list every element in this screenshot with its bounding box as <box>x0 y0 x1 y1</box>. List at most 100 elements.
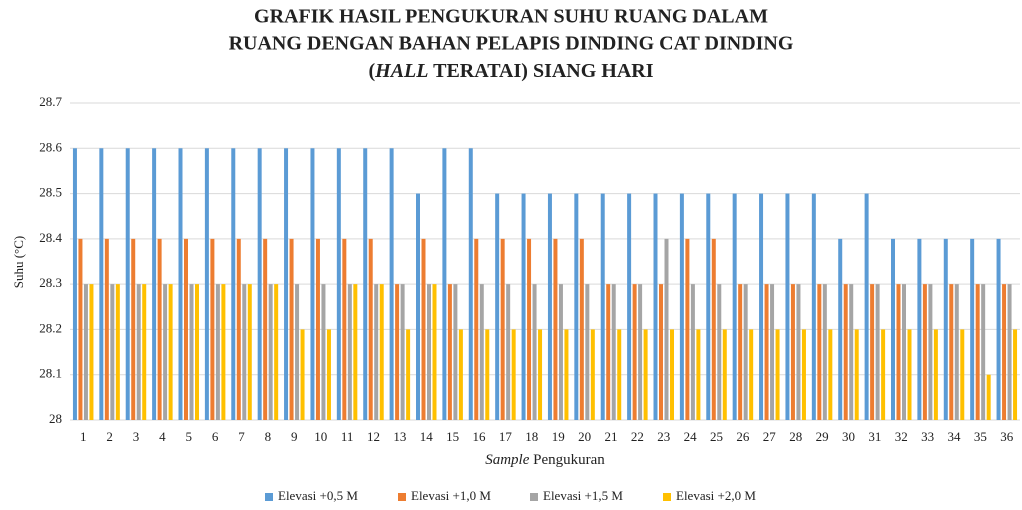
bar <box>653 193 658 420</box>
bar <box>189 284 194 420</box>
x-tick-label: 1 <box>80 429 87 444</box>
bar <box>274 284 279 420</box>
legend-label: Elevasi +0,5 M <box>278 488 358 503</box>
x-label-part: Sample <box>485 452 530 468</box>
bar <box>204 148 209 421</box>
legend-swatch <box>398 493 406 501</box>
bar <box>770 284 775 420</box>
legend-label: Elevasi +1,5 M <box>543 488 623 503</box>
bar <box>406 329 411 420</box>
bar <box>89 284 94 420</box>
bar <box>300 329 305 420</box>
bar <box>215 284 220 420</box>
bar <box>374 284 379 420</box>
bar <box>854 329 859 420</box>
bar <box>500 238 505 420</box>
bar <box>184 238 188 420</box>
bar <box>975 284 980 420</box>
bar <box>711 238 716 420</box>
x-tick-label: 29 <box>816 429 829 444</box>
bar <box>263 238 268 420</box>
bar <box>110 284 115 420</box>
bar <box>1007 284 1012 420</box>
bar <box>775 329 780 420</box>
bar <box>996 238 1001 420</box>
x-tick-label: 14 <box>420 429 434 444</box>
x-tick-label: 8 <box>265 429 272 444</box>
bar <box>685 238 690 420</box>
bar <box>960 329 965 420</box>
bar <box>342 238 347 420</box>
bar <box>257 148 262 421</box>
bar <box>427 284 431 420</box>
bar <box>447 284 452 420</box>
x-label-part: Pengukuran <box>529 452 605 468</box>
bar <box>843 284 848 420</box>
bar <box>115 284 120 420</box>
bar <box>617 329 622 420</box>
bar <box>468 148 473 421</box>
bar <box>527 238 532 420</box>
bar <box>891 238 895 420</box>
title-part: ( <box>368 60 375 82</box>
x-tick-label: 28 <box>789 429 802 444</box>
x-tick-label: 17 <box>499 429 513 444</box>
legend-swatch <box>530 493 538 501</box>
bar <box>822 284 827 420</box>
bar <box>864 193 869 420</box>
x-axis-label: Sample Pengukuran <box>485 452 605 468</box>
x-tick-label: 18 <box>525 429 538 444</box>
bar <box>817 284 822 420</box>
bar <box>421 238 426 420</box>
bar <box>321 284 326 420</box>
bar <box>242 284 247 420</box>
bar <box>922 284 927 420</box>
x-tick-label: 35 <box>974 429 987 444</box>
x-tick-label: 9 <box>291 429 298 444</box>
y-tick-label: 28 <box>49 411 62 426</box>
bar <box>611 284 616 420</box>
bar <box>72 148 77 421</box>
bar <box>564 329 569 420</box>
bar <box>532 284 537 420</box>
bar <box>696 329 701 420</box>
bar <box>722 329 727 420</box>
bar <box>363 148 368 421</box>
bar <box>458 329 463 420</box>
bar <box>679 193 684 420</box>
bar <box>811 193 816 420</box>
bar <box>949 284 954 420</box>
x-tick-label: 12 <box>367 429 380 444</box>
x-tick-label: 15 <box>446 429 459 444</box>
bar <box>547 193 552 420</box>
legend-label: Elevasi +1,0 M <box>411 488 491 503</box>
bar <box>849 284 854 420</box>
x-tick-label: 31 <box>868 429 881 444</box>
bar <box>511 329 516 420</box>
bar <box>495 193 500 420</box>
x-tick-label: 7 <box>238 429 245 444</box>
bar <box>136 284 141 420</box>
x-tick-label: 30 <box>842 429 855 444</box>
bar <box>432 284 437 420</box>
x-tick-label: 5 <box>186 429 193 444</box>
bar <box>268 284 273 420</box>
bar <box>828 329 833 420</box>
bar <box>104 238 109 420</box>
bar <box>195 284 199 420</box>
y-axis-label: Suhu (°C) <box>11 236 26 289</box>
bar <box>986 374 991 420</box>
x-tick-label: 21 <box>604 429 617 444</box>
x-tick-label: 36 <box>1000 429 1014 444</box>
bar <box>553 238 558 420</box>
bar <box>310 148 315 421</box>
bar <box>785 193 790 420</box>
bar <box>600 193 605 420</box>
bar <box>954 284 959 420</box>
x-tick-label: 13 <box>393 429 406 444</box>
bar <box>706 193 711 420</box>
x-tick-label: 27 <box>763 429 777 444</box>
bar <box>743 284 748 420</box>
x-tick-label: 22 <box>631 429 644 444</box>
